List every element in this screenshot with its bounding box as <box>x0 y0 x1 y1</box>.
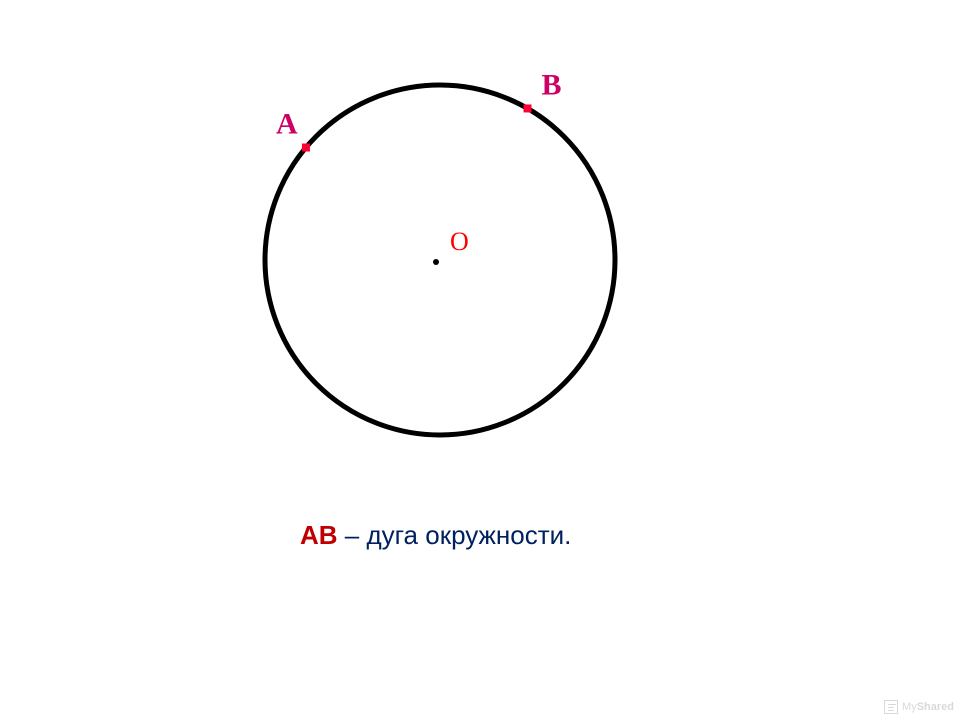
point-B-marker <box>524 104 532 112</box>
caption-ab: АВ <box>300 520 338 550</box>
caption-rest: – дуга окружности. <box>338 520 572 550</box>
circle-diagram: OАВ <box>0 0 960 720</box>
point-B-label: В <box>542 68 562 101</box>
watermark-prefix: My <box>902 701 917 713</box>
point-A-label: А <box>276 108 298 141</box>
diagram-area: OАВ <box>0 0 960 720</box>
watermark-icon <box>884 700 898 714</box>
watermark: MyShared <box>884 700 954 714</box>
caption: АВ – дуга окружности. <box>300 520 571 551</box>
point-A-marker <box>302 144 310 152</box>
center-dot <box>433 259 439 265</box>
circle-outline <box>265 85 615 435</box>
watermark-suffix: Shared <box>917 701 954 713</box>
center-label: O <box>450 227 469 256</box>
